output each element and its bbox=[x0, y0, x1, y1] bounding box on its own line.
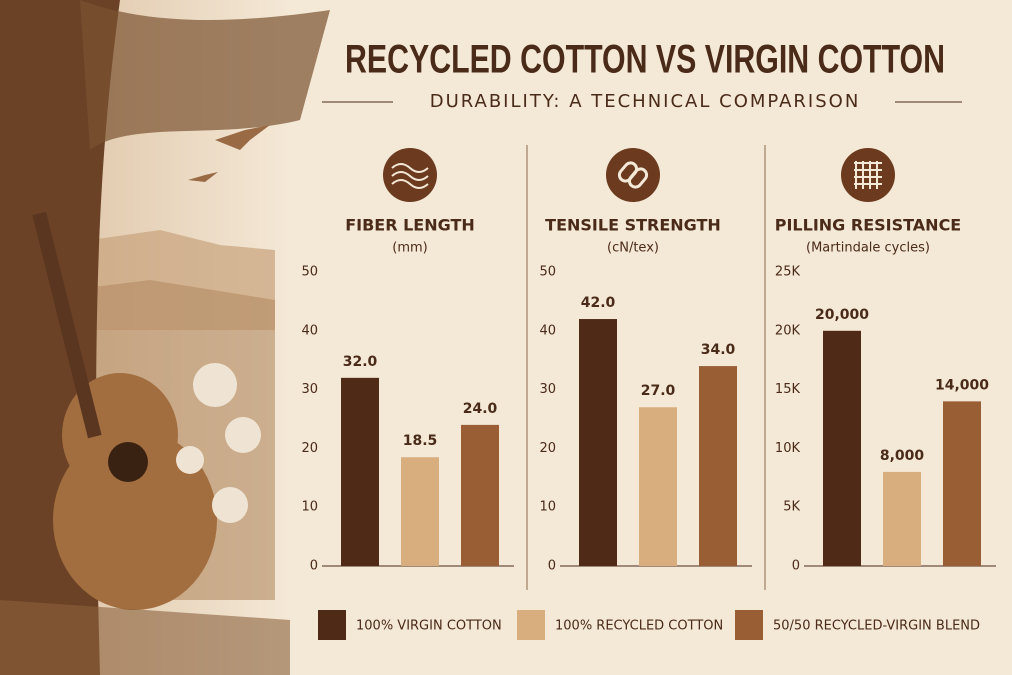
legend-label: 100% RECYCLED COTTON bbox=[555, 619, 723, 634]
y-tick-label: 10K bbox=[775, 441, 801, 456]
value-label: 18.5 bbox=[403, 433, 438, 449]
decoration bbox=[0, 0, 330, 675]
chart-subtitle: (cN/tex) bbox=[607, 241, 659, 256]
value-label: 8,000 bbox=[880, 448, 925, 464]
y-tick-label: 10 bbox=[539, 500, 556, 515]
y-tick-label: 15K bbox=[775, 382, 801, 397]
legend-swatch bbox=[318, 610, 346, 640]
legend-swatch bbox=[735, 610, 763, 640]
chart-title: PILLING RESISTANCE bbox=[775, 216, 961, 235]
bar bbox=[639, 407, 677, 566]
subtitle: DURABILITY: A TECHNICAL COMPARISON bbox=[430, 91, 861, 112]
value-label: 34.0 bbox=[701, 342, 736, 358]
y-tick-label: 20 bbox=[301, 441, 318, 456]
y-tick-label: 0 bbox=[792, 559, 800, 574]
bar bbox=[699, 366, 737, 566]
value-label: 42.0 bbox=[581, 295, 616, 311]
y-tick-label: 10 bbox=[301, 500, 318, 515]
y-tick-label: 25K bbox=[775, 265, 801, 280]
y-tick-label: 40 bbox=[539, 323, 556, 338]
y-tick-label: 50 bbox=[539, 265, 556, 280]
chart-title: TENSILE STRENGTH bbox=[545, 216, 721, 235]
bar bbox=[461, 424, 499, 566]
value-label: 32.0 bbox=[343, 354, 378, 370]
title: RECYCLED COTTON VS VIRGIN COTTON bbox=[345, 38, 945, 82]
y-tick-label: 20 bbox=[539, 441, 556, 456]
value-label: 27.0 bbox=[641, 383, 676, 399]
y-tick-label: 40 bbox=[301, 323, 318, 338]
y-tick-label: 30 bbox=[539, 382, 556, 397]
bar bbox=[579, 319, 617, 566]
bar bbox=[823, 330, 861, 566]
value-label: 24.0 bbox=[463, 401, 498, 417]
chart-subtitle: (mm) bbox=[392, 241, 427, 256]
bar bbox=[943, 401, 981, 566]
bar bbox=[883, 471, 921, 566]
chart-subtitle: (Martindale cycles) bbox=[806, 241, 930, 256]
value-label: 20,000 bbox=[815, 307, 869, 323]
y-tick-label: 50 bbox=[301, 265, 318, 280]
y-tick-label: 5K bbox=[783, 500, 800, 515]
chart-title: FIBER LENGTH bbox=[345, 216, 475, 235]
legend-label: 50/50 RECYCLED-VIRGIN BLEND bbox=[773, 619, 980, 634]
icons bbox=[383, 148, 895, 202]
y-tick-label: 20K bbox=[775, 323, 801, 338]
y-tick-label: 0 bbox=[548, 559, 556, 574]
value-label: 14,000 bbox=[935, 377, 989, 393]
y-tick-label: 30 bbox=[301, 382, 318, 397]
bar bbox=[341, 377, 379, 566]
legend-swatch bbox=[517, 610, 545, 640]
y-tick-label: 0 bbox=[310, 559, 318, 574]
legend-label: 100% VIRGIN COTTON bbox=[356, 619, 502, 634]
bar bbox=[401, 457, 439, 566]
